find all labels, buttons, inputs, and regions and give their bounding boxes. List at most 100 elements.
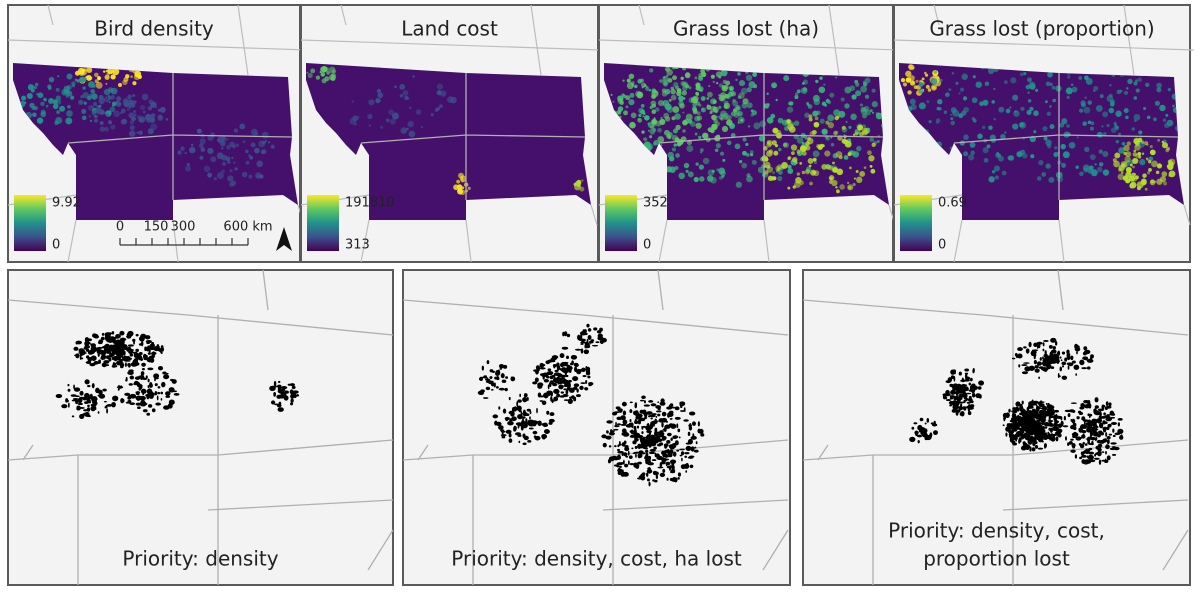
raster-cell <box>835 186 838 189</box>
legend-colorbar <box>307 195 339 251</box>
raster-cell <box>48 98 54 104</box>
priority-cell <box>628 455 633 460</box>
raster-cell <box>110 74 116 80</box>
priority-cell <box>553 366 556 369</box>
priority-cell <box>549 412 555 417</box>
raster-cell <box>759 120 767 128</box>
priority-cell <box>657 435 661 439</box>
priority-cell <box>105 363 108 367</box>
raster-cell <box>828 180 833 184</box>
priority-cell <box>1031 408 1037 415</box>
priority-cell <box>622 452 628 457</box>
raster-cell <box>1045 81 1051 87</box>
raster-cell <box>862 82 868 87</box>
raster-cell <box>450 96 457 104</box>
priority-cell <box>90 343 93 346</box>
raster-cell <box>1033 110 1039 117</box>
priority-cell <box>669 459 677 464</box>
raster-cell <box>100 102 103 105</box>
priority-cell <box>634 445 638 449</box>
raster-cell <box>1168 161 1174 168</box>
raster-cell <box>102 70 106 73</box>
priority-cell <box>1010 416 1017 422</box>
raster-cell <box>127 103 131 107</box>
priority-cell <box>668 410 674 415</box>
raster-cell <box>88 115 92 118</box>
priority-cell <box>151 351 157 355</box>
priority-cell <box>82 409 89 412</box>
raster-cell <box>685 84 690 89</box>
priority-cell <box>1018 364 1021 368</box>
raster-cell <box>1137 77 1142 82</box>
priority-cell <box>659 462 663 468</box>
priority-cell <box>684 452 690 455</box>
priority-cell <box>141 367 145 371</box>
priority-cell <box>943 396 948 400</box>
priority-cell <box>1097 408 1104 412</box>
priority-cell <box>964 373 968 379</box>
priority-cell <box>1039 357 1042 361</box>
priority-cell <box>1104 458 1107 464</box>
priority-cell <box>676 449 680 452</box>
raster-cell <box>45 104 49 108</box>
priority-cell <box>1050 337 1057 343</box>
raster-cell <box>663 81 668 87</box>
priority-cell <box>1082 356 1089 361</box>
raster-cell <box>184 152 187 155</box>
priority-cell <box>103 360 110 364</box>
priority-cell <box>670 437 673 441</box>
priority-cell <box>1028 441 1032 445</box>
raster-cell <box>778 147 782 152</box>
raster-cell <box>616 110 622 115</box>
priority-cell <box>657 401 660 404</box>
raster-cell <box>682 129 686 133</box>
priority-cell <box>580 343 584 345</box>
raster-cell <box>737 121 740 124</box>
priority-cell <box>1090 354 1094 359</box>
legend-min: 0 <box>643 238 651 253</box>
priority-cell <box>649 448 656 452</box>
priority-cell <box>1042 403 1045 409</box>
priority-cell <box>528 427 534 430</box>
priority-cell <box>151 408 156 413</box>
raster-cell <box>821 101 827 106</box>
raster-cell <box>1101 125 1104 128</box>
priority-cell <box>577 334 581 341</box>
priority-cell <box>165 395 171 398</box>
priority-cell <box>1080 402 1085 409</box>
raster-cell <box>610 93 613 96</box>
raster-cell <box>1087 100 1093 105</box>
priority-cell <box>498 387 505 391</box>
priority-cell <box>576 368 582 375</box>
priority-cell <box>1037 406 1042 410</box>
raster-cell <box>644 115 650 121</box>
priority-cell <box>129 375 135 380</box>
priority-cell <box>1025 348 1030 354</box>
raster-cell <box>1065 87 1073 95</box>
raster-cell <box>456 179 461 184</box>
raster-cell <box>1123 144 1130 152</box>
priority-cell <box>1071 410 1076 413</box>
raster-cell <box>981 125 986 130</box>
priority-cell <box>139 395 146 401</box>
priority-cell <box>1086 436 1091 442</box>
raster-cell <box>1014 110 1017 113</box>
priority-cell <box>127 344 134 347</box>
priority-cell <box>529 410 532 415</box>
raster-cell <box>724 117 728 121</box>
raster-cell <box>79 76 86 83</box>
raster-cell <box>664 66 671 72</box>
priority-cell <box>502 364 508 369</box>
raster-cell <box>663 76 666 79</box>
raster-cell <box>804 145 811 151</box>
priority-cell <box>1088 403 1092 409</box>
priority-cell <box>1022 419 1027 426</box>
raster-cell <box>674 165 679 171</box>
priority-cell <box>129 393 137 399</box>
raster-cell <box>736 106 740 110</box>
priority-cell <box>587 335 592 340</box>
priority-cell <box>1089 430 1094 437</box>
raster-cell <box>730 91 737 97</box>
priority-cell <box>1044 426 1048 429</box>
raster-cell <box>409 106 412 110</box>
